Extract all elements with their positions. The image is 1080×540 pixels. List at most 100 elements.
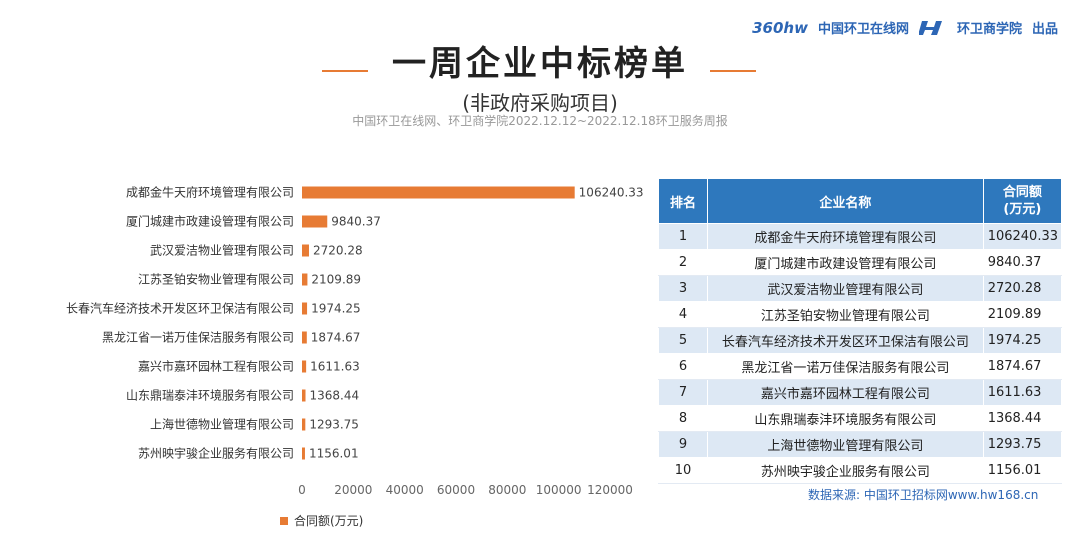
legend-swatch [280, 516, 288, 525]
category-label: 厦门城建市政建设管理有限公司 [126, 214, 294, 229]
bar [302, 273, 308, 286]
table-row: 3 武汉爱洁物业管理有限公司 2720.28 [658, 275, 1063, 302]
table-cell-company: 厦门城建市政建设管理有限公司 [707, 249, 984, 276]
report-source-line: 中国环卫在线网、环卫商学院2022.12.12~2022.12.18环卫服务周报 [352, 114, 728, 128]
bar [302, 360, 307, 373]
brand-bar: 360hw 中国环卫在线网 环卫商学院 出品 [752, 18, 1058, 38]
table-cell-amount: 1293.75 [982, 431, 1063, 458]
bar-value-label: 2720.28 [313, 244, 363, 258]
bar [302, 215, 328, 228]
bar-value-label: 1874.67 [311, 331, 361, 345]
brand-logo-360hw: 360hw [752, 18, 808, 37]
bar [302, 331, 307, 344]
category-label: 长春汽车经济技术开发区环卫保洁有限公司 [66, 301, 294, 316]
table-cell-rank: 2 [658, 249, 708, 276]
table-cell-amount: 2109.89 [982, 301, 1063, 328]
bar-value-label: 1974.25 [311, 302, 361, 316]
brand-name-1: 中国环卫在线网 [817, 22, 909, 37]
page-title: 一周企业中标榜单 [392, 44, 688, 84]
category-label: 嘉兴市嘉环园林工程有限公司 [138, 359, 294, 374]
table-cell-rank: 1 [658, 223, 708, 250]
table-cell-amount: 1368.44 [982, 405, 1063, 432]
title-decor-line-left [322, 70, 368, 72]
table-cell-amount: 1611.63 [982, 379, 1063, 406]
table-cell-company: 嘉兴市嘉环园林工程有限公司 [707, 379, 984, 406]
bar-value-label: 2109.89 [311, 273, 361, 287]
table-row: 1 成都金牛天府环境管理有限公司 106240.33 [658, 223, 1063, 250]
chart-legend: 合同额(万元) [280, 512, 363, 529]
legend-label: 合同额(万元) [294, 514, 364, 528]
table-cell-rank: 10 [658, 457, 708, 484]
x-tick-label: 100000 [536, 483, 582, 497]
category-label: 山东鼎瑞泰沣环境服务有限公司 [126, 388, 294, 403]
bar [302, 186, 575, 199]
title-block: 一周企业中标榜单 (非政府采购项目) [0, 36, 1080, 116]
category-label: 黑龙江省一诺万佳保洁服务有限公司 [102, 330, 294, 345]
table-row: 4 江苏圣铂安物业管理有限公司 2109.89 [658, 301, 1063, 328]
title-decor-line-right [710, 70, 756, 72]
x-tick-label: 0 [298, 483, 306, 497]
table-cell-rank: 3 [658, 275, 708, 302]
bar-value-label: 106240.33 [579, 186, 644, 200]
table-cell-rank: 9 [658, 431, 708, 458]
brand-h-logo-icon [918, 20, 942, 35]
table-header-row: 排名 企业名称 合同额 (万元) [658, 178, 1063, 224]
brand-suffix: 出品 [1031, 22, 1058, 37]
bar-value-label: 1293.75 [309, 418, 359, 432]
x-tick-label: 120000 [587, 483, 633, 497]
x-tick-label: 40000 [386, 483, 424, 497]
category-label: 苏州映宇骏企业服务有限公司 [138, 446, 294, 461]
table-row: 2 厦门城建市政建设管理有限公司 9840.37 [658, 249, 1063, 276]
table-row: 9 上海世德物业管理有限公司 1293.75 [658, 431, 1063, 458]
table-header-rank: 排名 [658, 178, 708, 224]
category-label: 江苏圣铂安物业管理有限公司 [138, 272, 294, 287]
table-cell-rank: 4 [658, 301, 708, 328]
x-tick-label: 60000 [437, 483, 475, 497]
table-cell-rank: 6 [658, 353, 708, 380]
table-row: 6 黑龙江省一诺万佳保洁服务有限公司 1874.67 [658, 353, 1063, 380]
table-cell-amount: 1156.01 [982, 457, 1063, 484]
table-cell-company: 黑龙江省一诺万佳保洁服务有限公司 [707, 353, 984, 380]
bar-value-label: 1156.01 [309, 447, 359, 461]
table-cell-company: 江苏圣铂安物业管理有限公司 [707, 301, 984, 328]
table-cell-company: 山东鼎瑞泰沣环境服务有限公司 [707, 405, 984, 432]
brand-name-2: 环卫商学院 [956, 22, 1022, 37]
table-cell-company: 武汉爱洁物业管理有限公司 [707, 275, 984, 302]
table-row: 8 山东鼎瑞泰沣环境服务有限公司 1368.44 [658, 405, 1063, 432]
bar-value-label: 1368.44 [310, 389, 360, 403]
table-cell-amount: 2720.28 [982, 275, 1063, 302]
bar [302, 447, 305, 460]
category-label: 成都金牛天府环境管理有限公司 [126, 185, 294, 200]
table-cell-company: 苏州映宇骏企业服务有限公司 [707, 457, 984, 484]
table-row: 10 苏州映宇骏企业服务有限公司 1156.01 [658, 457, 1063, 484]
category-label: 武汉爱洁物业管理有限公司 [150, 243, 294, 258]
table-cell-amount: 1874.67 [982, 353, 1063, 380]
table-cell-company: 成都金牛天府环境管理有限公司 [707, 223, 984, 250]
data-source-note: 数据来源: 中国环卫招标网www.hw168.cn [808, 488, 1039, 502]
bar [302, 302, 308, 315]
table-row: 5 长春汽车经济技术开发区环卫保洁有限公司 1974.25 [658, 327, 1063, 354]
table-cell-company: 长春汽车经济技术开发区环卫保洁有限公司 [707, 327, 984, 354]
x-tick-label: 80000 [488, 483, 526, 497]
table-body: 1 成都金牛天府环境管理有限公司 106240.33 2 厦门城建市政建设管理有限公司 9… [658, 223, 1063, 484]
category-label: 上海世德物业管理有限公司 [150, 417, 294, 432]
table-cell-amount: 9840.37 [982, 249, 1063, 276]
bar [302, 418, 306, 431]
bar-chart: 成都金牛天府环境管理有限公司 106240.33 厦门城建市政建设管理有限公司 984… [66, 185, 644, 498]
table-cell-rank: 7 [658, 379, 708, 406]
table-header-company: 企业名称 [707, 178, 984, 224]
table-cell-rank: 8 [658, 405, 708, 432]
table-cell-rank: 5 [658, 327, 708, 354]
page-subtitle: (非政府采购项目) [462, 91, 618, 115]
table-cell-amount: 106240.33 [982, 223, 1063, 250]
bar [302, 389, 306, 402]
bar-value-label: 1611.63 [310, 360, 360, 374]
table-header-amount: 合同额 (万元) [982, 178, 1063, 224]
ranking-table: 排名 企业名称 合同额 (万元) 1 成都金牛天府环境管理有限公司 106240.3… [658, 178, 1063, 484]
table-cell-amount: 1974.25 [982, 327, 1063, 354]
x-tick-label: 20000 [334, 483, 372, 497]
bar-value-label: 9840.37 [331, 215, 381, 229]
bar [302, 244, 309, 257]
table-row: 7 嘉兴市嘉环园林工程有限公司 1611.63 [658, 379, 1063, 406]
table-cell-company: 上海世德物业管理有限公司 [707, 431, 984, 458]
